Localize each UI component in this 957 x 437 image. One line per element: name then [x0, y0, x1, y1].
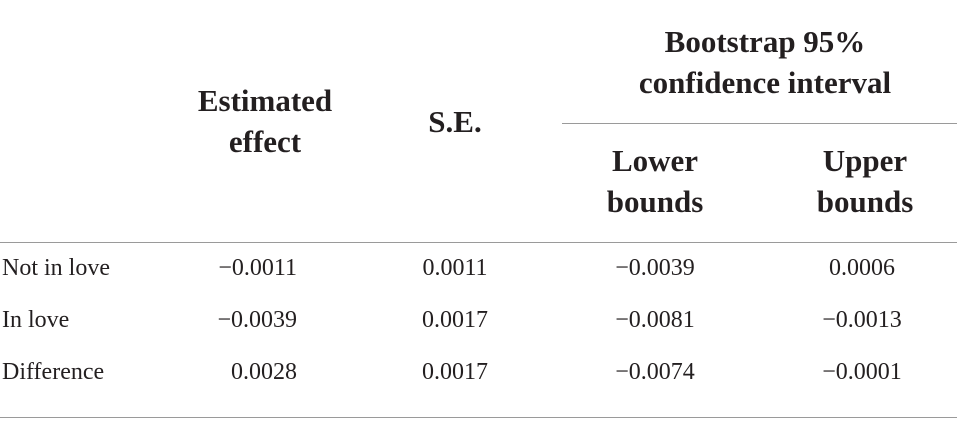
header-cell: Upper bounds [816, 143, 914, 219]
cell: −0.0039 [217, 307, 297, 333]
cell: 0.0011 [422, 255, 488, 281]
header-rule [0, 242, 957, 243]
cell: 0.0006 [829, 255, 895, 281]
group-rule [562, 123, 957, 124]
cell: 0.0028 [231, 359, 297, 385]
cell: −0.0039 [615, 255, 695, 281]
cell: −0.0074 [615, 359, 695, 385]
header-group: Bootstrap 95% confidence interval [638, 24, 892, 100]
header-cell: Estimated effect [197, 83, 333, 159]
cell: −0.0013 [822, 307, 902, 333]
header-cell: Lower bounds [606, 143, 704, 219]
row-label: Difference [2, 359, 105, 385]
row-label: In love [2, 307, 70, 333]
cell: −0.0011 [218, 255, 297, 281]
row-label: Not in love [2, 255, 110, 281]
cell: 0.0017 [422, 307, 488, 333]
header-cell: S.E. [428, 104, 482, 139]
cell: 0.0017 [422, 359, 488, 385]
cell: −0.0001 [822, 359, 902, 385]
bottom-rule [0, 417, 957, 418]
cell: −0.0081 [615, 307, 695, 333]
